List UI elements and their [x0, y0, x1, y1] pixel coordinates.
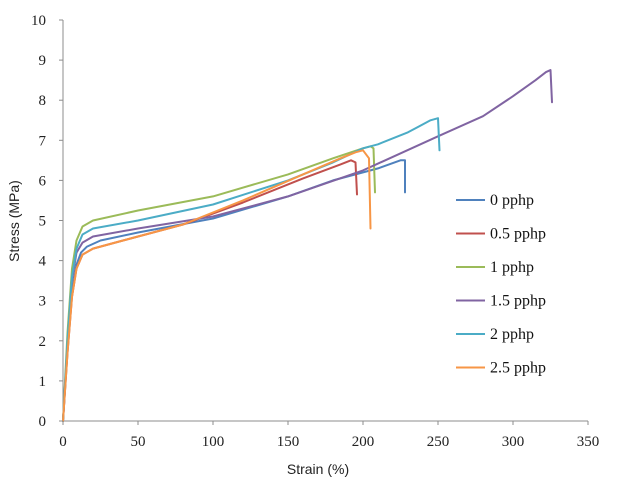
legend-label: 1.5 pphp [490, 293, 546, 310]
series-line-2 [62, 159, 358, 422]
y-tick-label: 7 [39, 133, 47, 149]
x-tick-label: 350 [577, 434, 600, 450]
x-tick-label: 0 [59, 434, 67, 450]
x-tick-label: 300 [502, 434, 525, 450]
y-tick-label: 10 [31, 13, 46, 29]
legend-label: 0 pphp [490, 192, 534, 209]
series-line-5 [62, 117, 441, 422]
y-tick-label: 2 [39, 334, 47, 350]
x-axis-ticks: 0 50 100 150 200 250 300 350 [59, 421, 599, 450]
y-tick-label: 1 [39, 374, 47, 390]
legend-label: 2.5 pphp [490, 360, 546, 377]
plot-area [62, 20, 588, 422]
series-line-3 [62, 145, 376, 422]
legend-label: 2 pphp [490, 326, 534, 343]
y-tick-label: 5 [39, 214, 47, 230]
series-line-6 [62, 149, 372, 422]
x-axis-title: Strain (%) [287, 461, 349, 477]
y-tick-label: 4 [39, 254, 47, 270]
x-tick-label: 100 [202, 434, 225, 450]
y-tick-label: 3 [39, 294, 47, 310]
x-tick-label: 200 [352, 434, 375, 450]
y-axis-ticks: 0 1 2 3 4 5 6 7 8 9 10 [31, 13, 63, 430]
x-tick-label: 150 [277, 434, 300, 450]
series-line-1 [62, 159, 406, 422]
y-tick-label: 9 [39, 53, 47, 69]
legend-label: 0.5 pphp [490, 226, 546, 243]
y-axis-title: Stress (MPa) [6, 180, 22, 262]
y-tick-label: 6 [39, 173, 47, 189]
x-tick-label: 50 [131, 434, 146, 450]
legend: 0 pphp 0.5 pphp 1 pphp 1.5 pphp 2 pphp 2.5 pp… [456, 192, 546, 377]
legend-label: 1 pphp [490, 259, 534, 276]
x-tick-label: 250 [427, 434, 450, 450]
y-tick-label: 8 [39, 93, 47, 109]
y-tick-label: 0 [39, 414, 47, 430]
